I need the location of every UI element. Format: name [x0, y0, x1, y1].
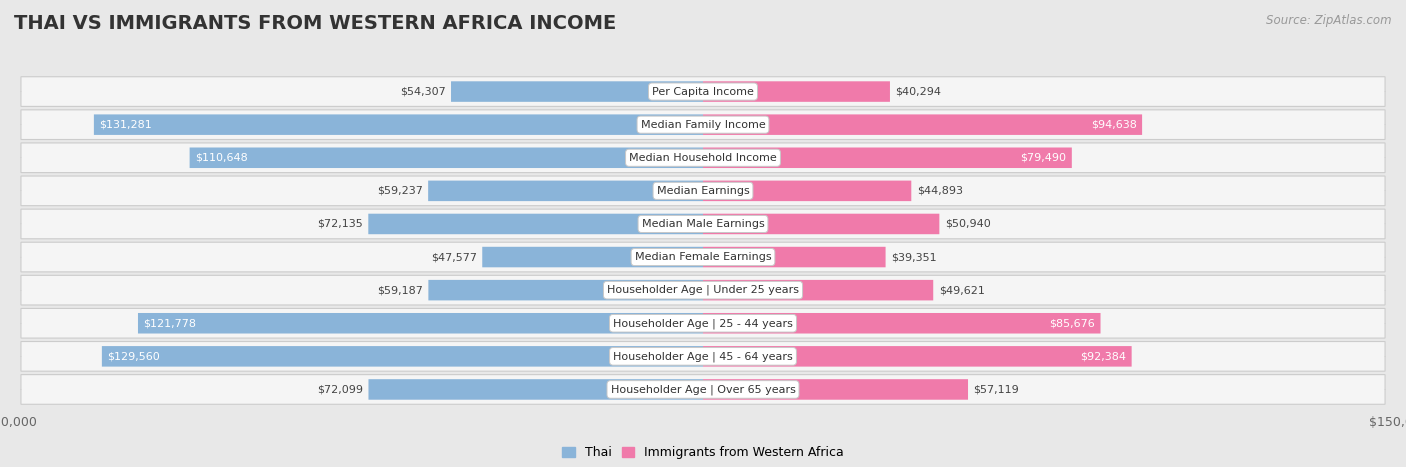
- Text: Median Family Income: Median Family Income: [641, 120, 765, 130]
- Text: Per Capita Income: Per Capita Income: [652, 86, 754, 97]
- FancyBboxPatch shape: [101, 346, 703, 367]
- FancyBboxPatch shape: [482, 247, 703, 267]
- Text: Source: ZipAtlas.com: Source: ZipAtlas.com: [1267, 14, 1392, 27]
- FancyBboxPatch shape: [368, 214, 703, 234]
- Text: $50,940: $50,940: [945, 219, 991, 229]
- Text: $72,135: $72,135: [316, 219, 363, 229]
- Text: $49,621: $49,621: [939, 285, 984, 295]
- FancyBboxPatch shape: [190, 148, 703, 168]
- FancyBboxPatch shape: [21, 341, 1385, 371]
- Text: Householder Age | 25 - 44 years: Householder Age | 25 - 44 years: [613, 318, 793, 328]
- FancyBboxPatch shape: [429, 181, 703, 201]
- Text: Median Household Income: Median Household Income: [628, 153, 778, 163]
- FancyBboxPatch shape: [703, 247, 886, 267]
- Text: $79,490: $79,490: [1021, 153, 1066, 163]
- FancyBboxPatch shape: [703, 313, 1101, 333]
- Text: $44,893: $44,893: [917, 186, 963, 196]
- FancyBboxPatch shape: [21, 77, 1385, 106]
- Text: $94,638: $94,638: [1091, 120, 1136, 130]
- FancyBboxPatch shape: [21, 143, 1385, 173]
- Text: $72,099: $72,099: [316, 384, 363, 395]
- FancyBboxPatch shape: [21, 375, 1385, 404]
- Text: $59,237: $59,237: [377, 186, 423, 196]
- Text: Householder Age | Over 65 years: Householder Age | Over 65 years: [610, 384, 796, 395]
- Text: $59,187: $59,187: [377, 285, 423, 295]
- FancyBboxPatch shape: [21, 308, 1385, 338]
- Text: Median Earnings: Median Earnings: [657, 186, 749, 196]
- FancyBboxPatch shape: [703, 81, 890, 102]
- FancyBboxPatch shape: [429, 280, 703, 300]
- Text: THAI VS IMMIGRANTS FROM WESTERN AFRICA INCOME: THAI VS IMMIGRANTS FROM WESTERN AFRICA I…: [14, 14, 616, 33]
- FancyBboxPatch shape: [21, 209, 1385, 239]
- FancyBboxPatch shape: [21, 276, 1385, 305]
- Text: $47,577: $47,577: [430, 252, 477, 262]
- Text: $92,384: $92,384: [1080, 351, 1126, 361]
- Text: $57,119: $57,119: [973, 384, 1019, 395]
- Text: $131,281: $131,281: [100, 120, 152, 130]
- Text: $121,778: $121,778: [143, 318, 197, 328]
- Text: $110,648: $110,648: [195, 153, 247, 163]
- FancyBboxPatch shape: [21, 242, 1385, 272]
- FancyBboxPatch shape: [21, 176, 1385, 205]
- Text: $54,307: $54,307: [399, 86, 446, 97]
- Text: Householder Age | Under 25 years: Householder Age | Under 25 years: [607, 285, 799, 296]
- FancyBboxPatch shape: [703, 181, 911, 201]
- FancyBboxPatch shape: [703, 114, 1142, 135]
- FancyBboxPatch shape: [703, 214, 939, 234]
- FancyBboxPatch shape: [94, 114, 703, 135]
- Legend: Thai, Immigrants from Western Africa: Thai, Immigrants from Western Africa: [562, 446, 844, 459]
- Text: $85,676: $85,676: [1049, 318, 1095, 328]
- FancyBboxPatch shape: [451, 81, 703, 102]
- Text: Median Male Earnings: Median Male Earnings: [641, 219, 765, 229]
- Text: Householder Age | 45 - 64 years: Householder Age | 45 - 64 years: [613, 351, 793, 361]
- Text: $40,294: $40,294: [896, 86, 942, 97]
- Text: $39,351: $39,351: [891, 252, 936, 262]
- FancyBboxPatch shape: [703, 148, 1071, 168]
- Text: $129,560: $129,560: [107, 351, 160, 361]
- FancyBboxPatch shape: [703, 280, 934, 300]
- FancyBboxPatch shape: [21, 110, 1385, 140]
- FancyBboxPatch shape: [368, 379, 703, 400]
- Text: Median Female Earnings: Median Female Earnings: [634, 252, 772, 262]
- FancyBboxPatch shape: [703, 379, 967, 400]
- FancyBboxPatch shape: [138, 313, 703, 333]
- FancyBboxPatch shape: [703, 346, 1132, 367]
